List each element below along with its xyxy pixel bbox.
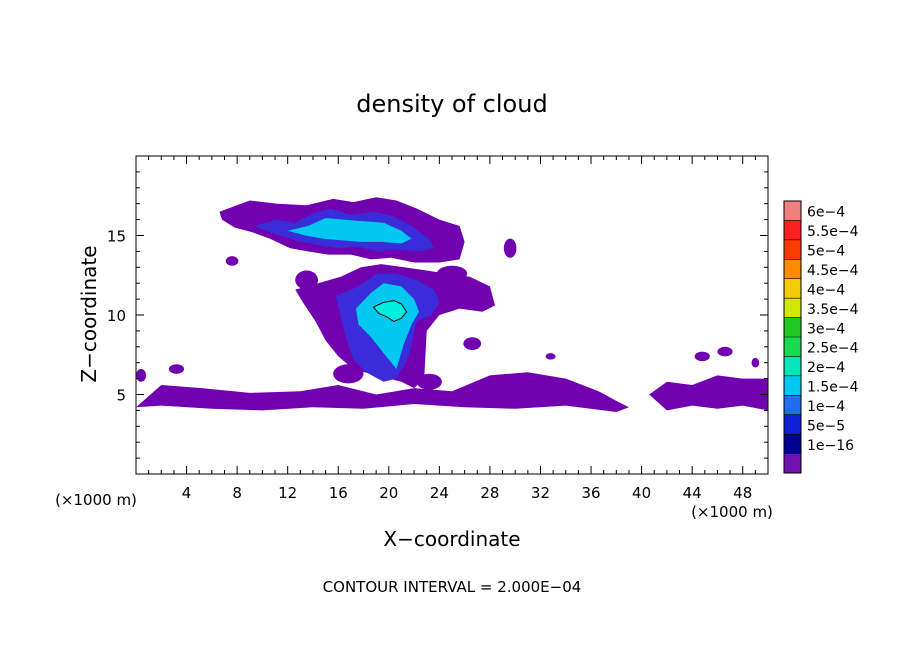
cloud-blob [136, 369, 147, 382]
colorbar-swatch [784, 220, 801, 241]
cloud-blob [168, 364, 185, 374]
cloud-region-upper-anvil-cyan [287, 218, 412, 244]
colorbar: 6e−4 5.5e−4 5e−4 4.5e−4 4e−4 3.5e−4 3e−4 2.5e−4… [783, 200, 859, 474]
x-tick-label: 12 [278, 484, 297, 502]
contour-interval-note: CONTOUR INTERVAL = 2.000E−04 [323, 578, 582, 596]
colorbar-swatch [784, 201, 801, 221]
cloud-region-lower-cloud-cyan [355, 283, 420, 370]
x-tick-label: 4 [182, 484, 192, 502]
cloud-blob [333, 364, 364, 384]
colorbar-label: 1.5e−4 [807, 380, 859, 396]
colorbar-swatch [784, 337, 801, 357]
colorbar-label: 1e−4 [807, 399, 845, 415]
x-tick-label: 8 [232, 484, 242, 502]
cloud-region-right-band [649, 375, 768, 411]
cloud-blob [545, 353, 556, 360]
cloud-blob [225, 256, 239, 266]
colorbar-label: 1e−16 [807, 438, 854, 454]
x-tick-label: 44 [683, 484, 702, 502]
colorbar-swatch [784, 317, 801, 338]
colorbar-label: 2.5e−4 [807, 341, 859, 357]
x-unit-left: (×1000 m) [55, 491, 137, 509]
x-tick-label: 40 [632, 484, 651, 502]
cloud-blob [463, 337, 482, 350]
y-tick-label: 5 [116, 387, 126, 405]
colorbar-swatch [784, 434, 801, 455]
colorbar-swatch [784, 239, 801, 260]
colorbar-swatch [784, 414, 801, 435]
chart-title: density of cloud [356, 90, 547, 118]
colorbar-swatch [784, 356, 801, 377]
colorbar-label: 4e−4 [807, 282, 845, 298]
x-tick-label: 48 [733, 484, 752, 502]
x-tick-label: 24 [430, 484, 449, 502]
y-axis-label: Z−coordinate [77, 245, 101, 382]
cloud-blob [717, 346, 733, 357]
x-tick-label: 32 [531, 484, 550, 502]
y-tick-label: 15 [107, 228, 126, 246]
colorbar-label: 5e−5 [807, 418, 845, 434]
cloud-blob [694, 351, 710, 362]
contour-line [372, 300, 408, 322]
x-tick-label: 28 [480, 484, 499, 502]
cloud-blob [416, 373, 442, 390]
plot-frame [135, 155, 769, 475]
x-unit-right: (×1000 m) [691, 503, 773, 521]
colorbar-swatch [784, 453, 801, 474]
colorbar-label: 4.5e−4 [807, 263, 859, 279]
colorbar-swatch [784, 259, 801, 280]
x-tick-label: 16 [329, 484, 348, 502]
cloud-region-lower-band [136, 372, 629, 412]
colorbar-label: 3.5e−4 [807, 302, 859, 318]
colorbar-swatch [784, 298, 801, 319]
colorbar-swatch [784, 375, 801, 396]
colorbar-label: 5.5e−4 [807, 224, 859, 240]
colorbar-label: 5e−4 [807, 244, 845, 260]
plot-area [136, 197, 768, 412]
colorbar-swatch [784, 395, 801, 416]
cloud-blob [751, 357, 760, 368]
x-tick-label: 36 [581, 484, 600, 502]
x-tick-label: 20 [379, 484, 398, 502]
cloud-blob [503, 238, 517, 258]
y-tick-label: 10 [107, 307, 126, 325]
cloud-blob [436, 265, 468, 282]
colorbar-label: 6e−4 [807, 205, 845, 221]
cloud-blob [295, 270, 319, 290]
x-axis-label: X−coordinate [383, 527, 520, 551]
colorbar-label: 2e−4 [807, 360, 845, 376]
colorbar-swatch [784, 278, 801, 299]
colorbar-label: 3e−4 [807, 321, 845, 337]
